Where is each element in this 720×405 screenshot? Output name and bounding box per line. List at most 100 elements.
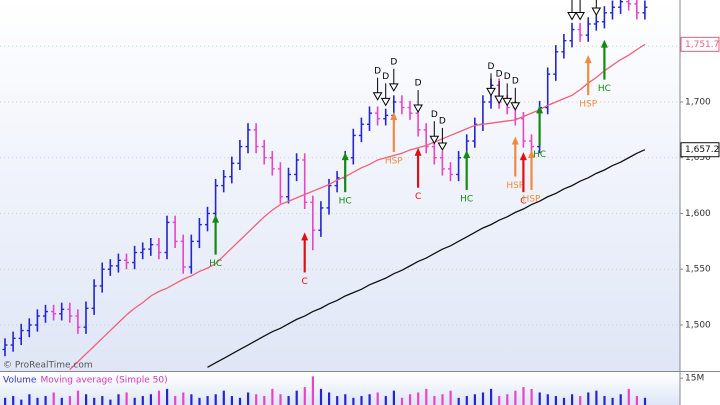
volume-bar bbox=[36, 397, 39, 405]
volume-bar bbox=[28, 394, 31, 405]
signal-arrow-head bbox=[372, 92, 383, 101]
volume-bar bbox=[587, 392, 590, 405]
signal-arrow-head bbox=[575, 12, 585, 21]
volume-bar bbox=[166, 388, 169, 405]
signal-label: D bbox=[415, 79, 422, 89]
volume-bar bbox=[465, 396, 468, 405]
signal-label: D bbox=[439, 116, 446, 126]
volume-bar bbox=[133, 397, 136, 405]
volume-bar bbox=[514, 390, 517, 405]
last-value-label: 1,657.2 bbox=[685, 145, 719, 155]
signal-label: HC bbox=[209, 259, 222, 269]
volume-bar bbox=[433, 396, 436, 405]
volume-bar bbox=[182, 392, 185, 405]
volume-bar bbox=[336, 396, 339, 405]
volume-bar bbox=[344, 394, 347, 405]
volume-bar bbox=[76, 390, 80, 405]
volume-bar bbox=[279, 394, 282, 405]
volume-bar bbox=[68, 396, 71, 405]
signal-arrow-head bbox=[212, 214, 220, 223]
volume-bar bbox=[230, 396, 233, 405]
last-value-box bbox=[680, 142, 720, 158]
volume-bar bbox=[627, 388, 630, 405]
signal-arrow-head bbox=[510, 102, 521, 111]
volume-bar bbox=[287, 396, 290, 405]
volume-bar bbox=[643, 397, 647, 405]
volume-bar bbox=[554, 396, 557, 405]
volume-bar bbox=[457, 397, 460, 405]
signal-label: D bbox=[496, 70, 503, 80]
signal-arrow-head bbox=[390, 112, 398, 121]
volume-bar bbox=[12, 396, 15, 405]
volume-bar bbox=[619, 394, 622, 405]
volume-bar bbox=[409, 394, 412, 405]
volume-bar bbox=[206, 396, 209, 405]
volume-bar bbox=[157, 390, 161, 405]
volume-bar bbox=[174, 396, 177, 405]
volume-bar bbox=[214, 394, 217, 405]
signal-arrow-head bbox=[301, 232, 309, 241]
signal-arrow-head bbox=[429, 135, 440, 145]
volume-bar bbox=[571, 394, 574, 405]
signal-label: C bbox=[415, 192, 421, 202]
volume-bar bbox=[125, 392, 128, 405]
volume-bar bbox=[368, 394, 371, 405]
signal-label: C bbox=[520, 197, 526, 207]
signal-arrow-head bbox=[591, 7, 602, 17]
signal-label: D bbox=[390, 57, 397, 67]
volume-plot bbox=[4, 376, 647, 405]
volume-bar bbox=[303, 387, 306, 405]
volume-bar bbox=[417, 392, 420, 405]
signal-arrow-head bbox=[341, 152, 349, 161]
signal-arrow-head bbox=[463, 149, 471, 158]
moving-average-line bbox=[69, 43, 646, 370]
volume-bar bbox=[141, 396, 144, 405]
volume-bar bbox=[506, 394, 509, 405]
volume-bar bbox=[498, 396, 501, 405]
signal-arrow-head bbox=[413, 104, 423, 114]
volume-bar bbox=[473, 394, 476, 405]
volume-bar bbox=[530, 388, 533, 405]
signal-arrow-head bbox=[494, 95, 504, 105]
volume-bar bbox=[85, 394, 88, 405]
volume-bar bbox=[238, 397, 242, 405]
signal-arrow-head bbox=[536, 105, 544, 114]
signal-label: D bbox=[374, 66, 381, 76]
volume-bar bbox=[4, 397, 7, 405]
signal-label: D bbox=[488, 62, 495, 72]
signal-arrow-head bbox=[437, 142, 448, 151]
signal-label: HC bbox=[533, 150, 546, 160]
volume-bar bbox=[425, 388, 428, 405]
volume-bar bbox=[538, 392, 541, 405]
signal-arrow-head bbox=[584, 55, 592, 64]
volume-bar bbox=[247, 392, 250, 405]
signal-label: HSP bbox=[506, 181, 524, 191]
volume-bar bbox=[149, 394, 152, 405]
last-value-box bbox=[680, 36, 720, 52]
signal-arrow-head bbox=[486, 87, 496, 97]
volume-bar bbox=[392, 390, 395, 405]
volume-bar bbox=[635, 396, 638, 405]
volume-bar bbox=[52, 392, 55, 405]
signal-label: HSP bbox=[523, 194, 541, 204]
volume-bar bbox=[222, 390, 225, 405]
volume-bar bbox=[595, 390, 598, 405]
signal-arrow-head bbox=[414, 147, 422, 156]
overlay: 1,5001,5501,6001,6501,7001,7501,800HCCHC… bbox=[3, 0, 720, 386]
volume-bar bbox=[263, 396, 266, 405]
signal-label: D bbox=[382, 72, 389, 82]
volume-bar bbox=[295, 390, 298, 405]
volume-bar bbox=[60, 397, 63, 405]
volume-bar bbox=[319, 388, 323, 405]
volume-bar bbox=[190, 394, 193, 405]
signal-label: C bbox=[302, 277, 308, 287]
y-tick-label: 1,600 bbox=[685, 209, 711, 219]
y-tick-label: 1,650 bbox=[685, 153, 711, 163]
signal-label: HC bbox=[339, 197, 352, 207]
volume-bar bbox=[101, 396, 104, 405]
volume-subtitle: Moving average (Simple 50) bbox=[40, 376, 167, 386]
volume-bar bbox=[490, 388, 493, 405]
volume-bar bbox=[611, 397, 614, 405]
volume-bar bbox=[360, 396, 363, 405]
